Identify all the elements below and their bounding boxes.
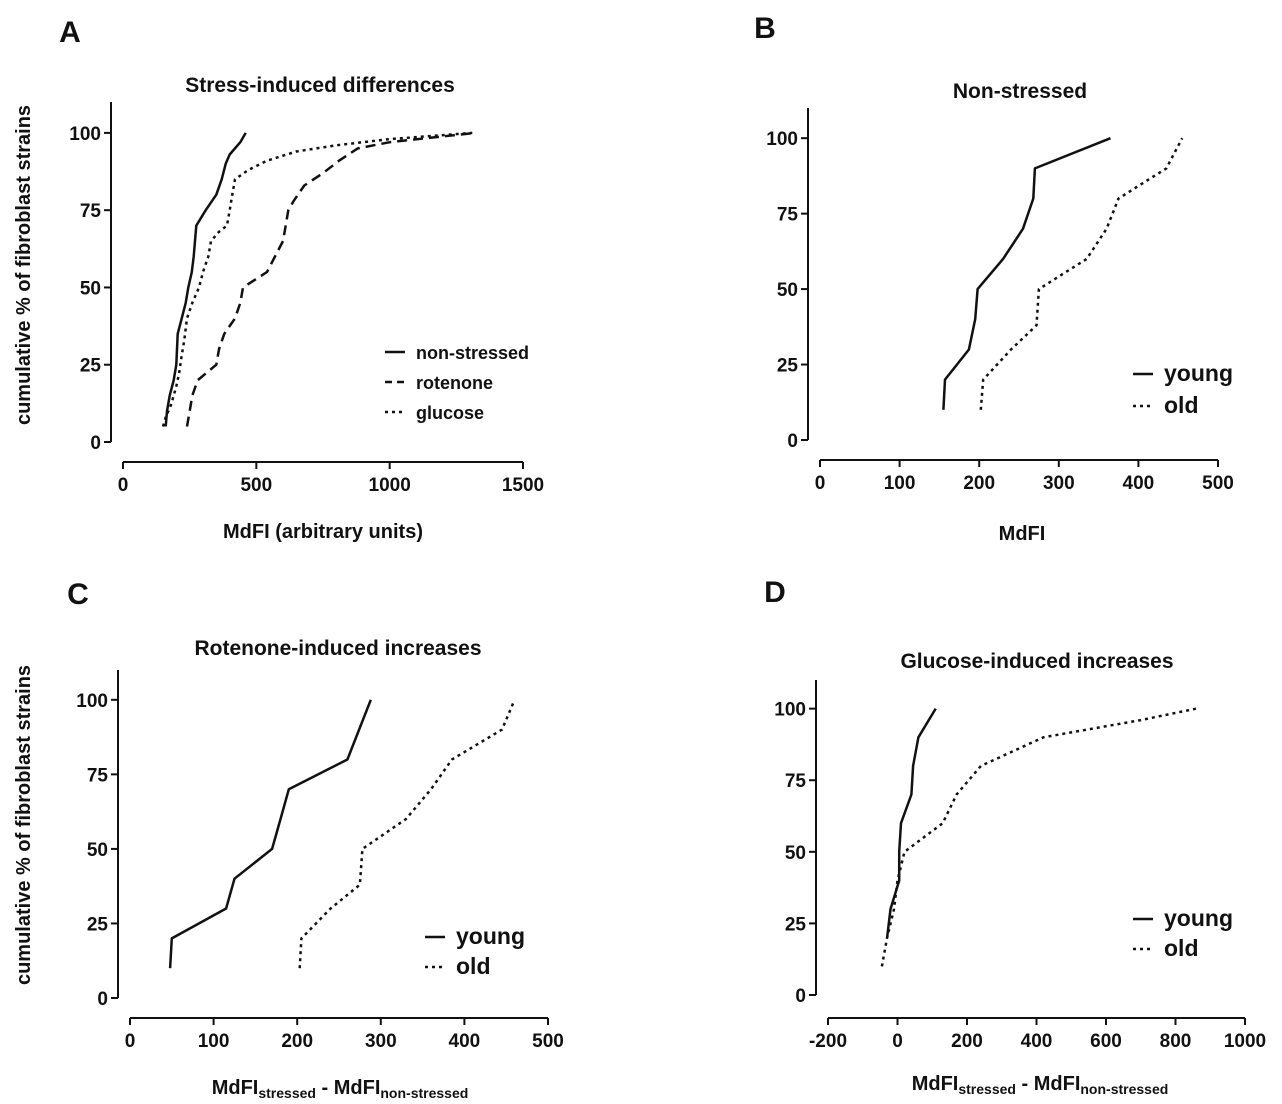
x-tick-label: 400 — [1123, 473, 1155, 494]
panel-letter-d: D — [764, 576, 786, 609]
y-tick-label: 0 — [90, 433, 101, 454]
x-tick-label: 200 — [281, 1031, 313, 1052]
y-tick-label: 25 — [80, 356, 102, 377]
x-tick-label: 1000 — [1224, 1031, 1266, 1052]
y-tick-label: 50 — [87, 840, 108, 861]
x-tick-label: 0 — [892, 1031, 903, 1052]
y-tick-label: 25 — [87, 914, 109, 935]
y-tick-label: 100 — [69, 124, 101, 145]
chart-title-c: Rotenone-induced increases — [194, 637, 481, 660]
x-tick-label: 1500 — [502, 475, 544, 496]
legend-label-non-stressed: non-stressed — [416, 343, 529, 363]
x-tick-label: 500 — [240, 475, 272, 496]
legend-label-young: young — [456, 923, 525, 949]
series-line-non-stressed-a — [164, 132, 247, 427]
y-tick-label: 100 — [774, 700, 806, 721]
y-tick-label: 0 — [97, 989, 108, 1010]
y-tick-label: 75 — [777, 205, 799, 226]
legend-label-rotenone: rotenone — [416, 373, 493, 393]
y-tick-label: 50 — [777, 280, 798, 301]
x-tick-label: 100 — [198, 1031, 230, 1052]
x-tick-label: 400 — [449, 1031, 481, 1052]
series-line-old-b — [979, 137, 1184, 410]
panel-d: D Glucose-induced increases 0 25 50 75 100 -200… — [764, 576, 1266, 1097]
y-tick-label: 0 — [787, 431, 798, 452]
x-tick-label: 0 — [815, 473, 826, 494]
x-tick-label: 600 — [1090, 1031, 1122, 1052]
chart-title-b: Non-stressed — [953, 80, 1087, 103]
chart-title-a: Stress-induced differences — [185, 74, 455, 97]
ylabel-bottom: cumulative % of fibroblast strains — [13, 665, 35, 985]
x-tick-label: 800 — [1160, 1031, 1192, 1052]
x-tick-label: 300 — [365, 1031, 397, 1052]
x-tick-label: 400 — [1021, 1031, 1053, 1052]
x-axis-label-d: MdFIstressed - MdFInon-stressed — [912, 1073, 1169, 1097]
x-axis-label-a: MdFI (arbitrary units) — [223, 521, 423, 543]
y-tick-label: 25 — [777, 356, 799, 377]
x-tick-label: -200 — [809, 1031, 847, 1052]
legend-label-glucose: glucose — [416, 403, 484, 423]
series-line-rotenone-a — [185, 131, 476, 427]
legend-label-old: old — [1164, 935, 1199, 961]
series-line-young-d — [885, 707, 937, 938]
y-tick-label: 50 — [785, 843, 806, 864]
panel-letter-a: A — [59, 16, 81, 49]
y-tick-label: 0 — [795, 986, 806, 1007]
y-tick-label: 75 — [785, 771, 807, 792]
legend-label-old: old — [1164, 392, 1199, 418]
y-tick-label: 50 — [80, 278, 101, 299]
y-tick-label: 100 — [766, 129, 798, 150]
x-tick-label: 1000 — [369, 475, 411, 496]
y-tick-label: 100 — [76, 691, 108, 712]
legend-label-young: young — [1164, 905, 1233, 931]
y-tick-label: 25 — [785, 914, 807, 935]
x-tick-label: 500 — [532, 1031, 564, 1052]
x-tick-label: 500 — [1202, 473, 1234, 494]
x-tick-label: 200 — [963, 473, 995, 494]
legend-label-old: old — [456, 953, 491, 979]
panel-b: B Non-stressed 0 25 50 75 100 0 100 200 300 400 500 M… — [754, 12, 1234, 545]
series-line-old-d — [880, 707, 1197, 967]
x-axis-label-b: MdFI — [999, 523, 1046, 545]
legend-label-young: young — [1164, 360, 1233, 386]
x-tick-label: 0 — [118, 475, 129, 496]
series-line-young-b — [942, 137, 1111, 410]
x-tick-label: 100 — [884, 473, 916, 494]
panel-letter-c: C — [67, 578, 89, 611]
y-tick-label: 75 — [87, 765, 109, 786]
series-line-young-c — [168, 699, 372, 969]
ylabel-top: cumulative % of fibroblast strains — [13, 105, 35, 425]
chart-title-d: Glucose-induced increases — [900, 650, 1173, 673]
x-axis-label-c: MdFIstressed - MdFInon-stressed — [212, 1077, 469, 1101]
series-line-old-c — [298, 699, 516, 969]
panel-c: C Rotenone-induced increases 0 25 50 75 100 0 10… — [67, 578, 564, 1101]
y-tick-label: 75 — [80, 201, 102, 222]
x-tick-label: 300 — [1043, 473, 1075, 494]
x-tick-label: 200 — [951, 1031, 983, 1052]
panel-letter-b: B — [754, 12, 776, 45]
series-line-glucose-a — [161, 131, 473, 427]
x-tick-label: 0 — [125, 1031, 136, 1052]
